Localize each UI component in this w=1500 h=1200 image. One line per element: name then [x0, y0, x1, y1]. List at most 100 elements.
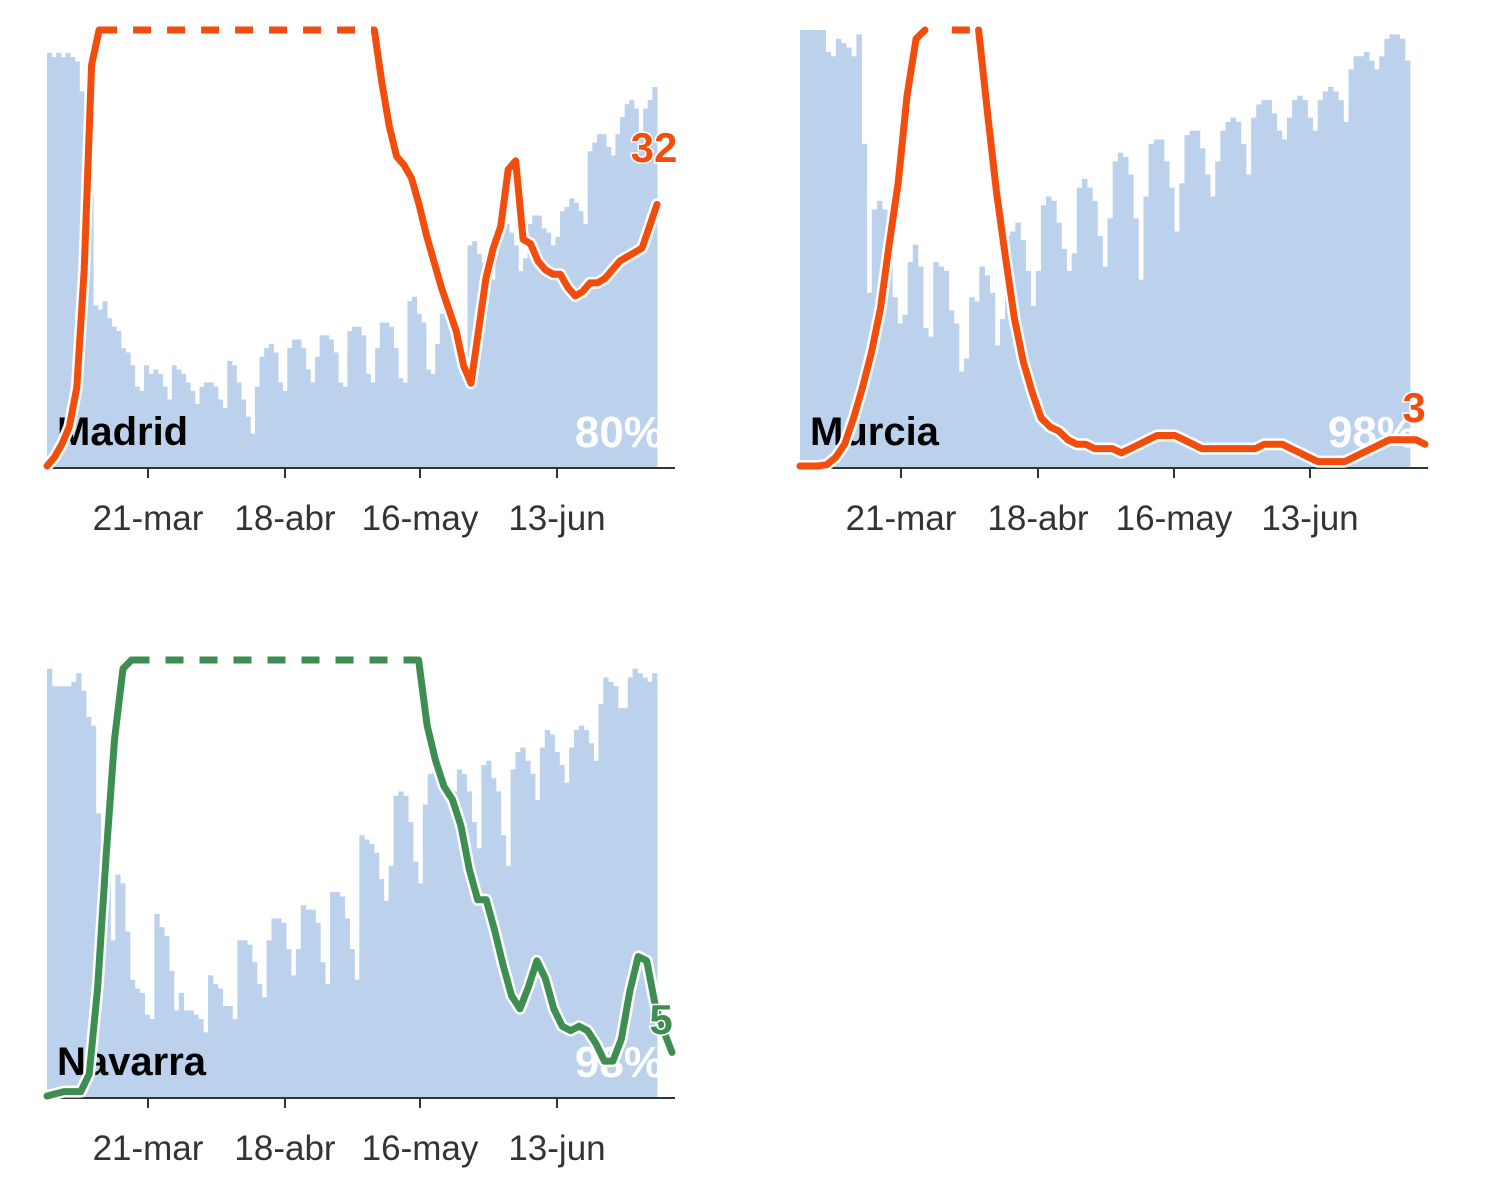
share-bar: [588, 743, 594, 1098]
share-bar: [574, 730, 580, 1098]
share-bar: [383, 900, 389, 1098]
share-bar: [578, 211, 584, 468]
share-bar: [349, 949, 355, 1098]
share-bar: [241, 399, 247, 468]
share-bar: [227, 361, 233, 468]
share-bar: [412, 296, 418, 468]
share-bar: [287, 348, 293, 468]
share-bar: [291, 975, 297, 1098]
share-bar: [1322, 91, 1329, 468]
share-bar: [969, 297, 975, 468]
share-bar: [373, 852, 380, 1098]
share-bar: [471, 822, 477, 1098]
share-bar: [513, 245, 519, 468]
share-bar: [393, 795, 399, 1098]
share-bar: [388, 865, 394, 1098]
share-bar: [378, 879, 385, 1098]
share-bar: [125, 352, 131, 468]
share-bar: [1138, 279, 1144, 468]
share-bar: [352, 326, 358, 468]
share-bar: [613, 686, 619, 1098]
share-bar: [1235, 121, 1242, 468]
share-bar: [805, 30, 811, 468]
share-bar: [402, 382, 408, 468]
share-bar: [515, 751, 521, 1098]
share-bar: [65, 52, 71, 469]
share-bar: [1363, 51, 1370, 469]
share-bar: [379, 322, 385, 468]
share-bar: [256, 984, 263, 1098]
share-bar: [495, 245, 501, 468]
share-bar: [425, 369, 431, 468]
share-bar: [615, 134, 621, 468]
share-bar: [315, 356, 321, 468]
share-bar: [1302, 100, 1308, 468]
share-bar: [882, 209, 888, 468]
share-bar: [295, 949, 302, 1098]
share-bar: [1384, 38, 1390, 468]
share-bar: [603, 677, 609, 1098]
share-bar: [525, 760, 531, 1098]
share-bar: [1066, 270, 1073, 468]
share-bar: [342, 386, 348, 468]
share-bar: [1297, 95, 1303, 468]
share-bar: [462, 365, 468, 468]
share-bar: [125, 931, 131, 1098]
share-bar: [499, 232, 505, 468]
share-bar: [550, 245, 556, 468]
share-bar: [917, 266, 924, 468]
share-bar: [587, 151, 593, 468]
share-bar: [208, 975, 214, 1098]
share-bar: [1281, 139, 1288, 468]
share-bar: [1404, 60, 1411, 468]
share-bar: [1292, 100, 1298, 468]
share-bar: [1040, 205, 1047, 468]
x-tick-label: 16-may: [1116, 499, 1233, 538]
share-bar: [271, 918, 277, 1098]
share-bar: [1266, 100, 1272, 468]
share-bar: [213, 386, 219, 468]
share-bar: [1327, 86, 1334, 468]
share-bar: [1240, 143, 1247, 468]
share-bar: [154, 914, 160, 1098]
share-bar: [178, 992, 185, 1098]
share-bar: [266, 940, 272, 1098]
share-bar: [835, 38, 842, 468]
share-bar: [953, 323, 960, 468]
share-bar: [325, 984, 331, 1098]
share-bar: [1163, 161, 1170, 468]
share-bar: [598, 703, 604, 1098]
share-bar: [51, 57, 57, 469]
share-bar: [452, 791, 458, 1098]
share-bar: [217, 988, 224, 1098]
share-bar: [90, 725, 97, 1098]
share-bar: [60, 57, 66, 469]
share-bar: [115, 874, 121, 1098]
share-bar: [846, 47, 852, 469]
share-bar: [344, 918, 350, 1098]
share-bar: [398, 791, 404, 1098]
share-bar: [129, 979, 136, 1098]
end-value-label: 5: [649, 996, 672, 1043]
x-tick-label: 21-mar: [93, 1129, 204, 1168]
share-bar: [1076, 187, 1083, 468]
share-bar: [236, 382, 242, 468]
share-bar: [1107, 218, 1114, 468]
share-bar: [974, 301, 980, 468]
share-bar: [1153, 139, 1160, 468]
share-bar: [281, 922, 287, 1098]
share-bar: [509, 232, 515, 468]
share-bar: [305, 369, 311, 468]
share-bar: [627, 677, 633, 1098]
share-bar: [458, 356, 464, 468]
share-bar: [176, 369, 182, 468]
share-bar: [47, 52, 53, 469]
share-bar: [1399, 38, 1406, 468]
share-bar: [596, 134, 602, 468]
share-bar: [217, 399, 223, 468]
x-tick-label: 21-mar: [846, 499, 957, 538]
share-bar: [247, 944, 253, 1098]
share-bar: [398, 378, 404, 468]
